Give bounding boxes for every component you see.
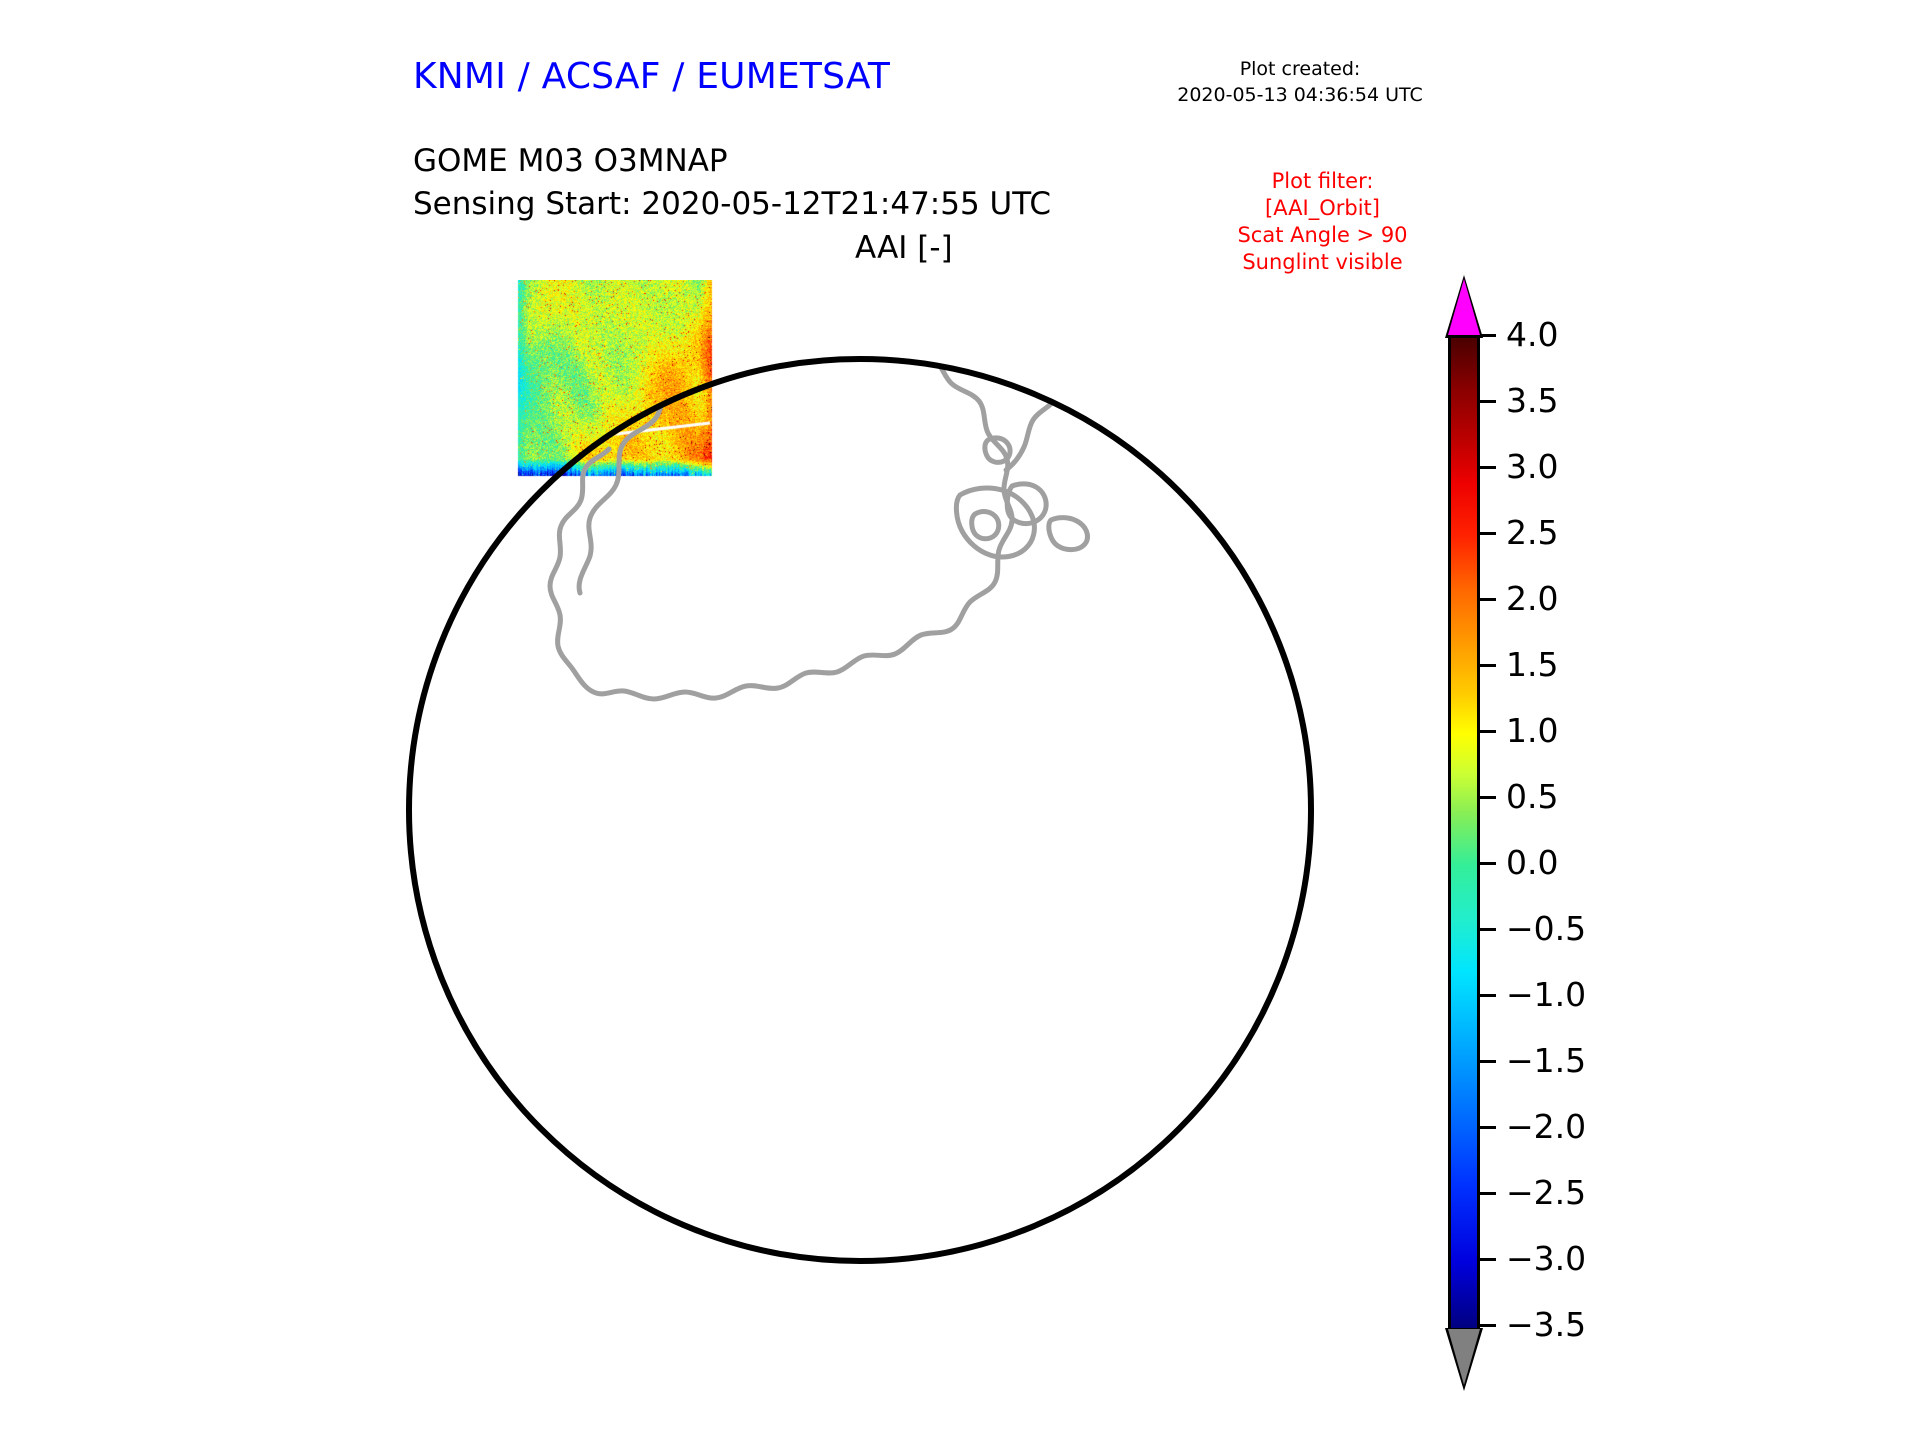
colorbar-tick-label: 0.5 — [1506, 777, 1559, 816]
map-vector-overlay — [406, 280, 1314, 1264]
colorbar-tick-label: 1.5 — [1506, 645, 1559, 684]
plot-filter-line-3: Sunglint visible — [1242, 250, 1403, 274]
colorbar-tick-label: −3.0 — [1506, 1239, 1587, 1278]
colorbar: 4.0 3.5 3.0 2.5 2.0 1.5 1.0 0.5 0.0 −0.5 −1.0 −1.5 −… — [1440, 275, 1770, 1391]
plot-title-block: GOME M03 O3MNAP Sensing Start: 2020-05-1… — [413, 140, 1051, 226]
plot-created-timestamp: 2020-05-13 04:36:54 UTC — [1177, 84, 1423, 106]
instrument-product-line: GOME M03 O3MNAP — [413, 143, 728, 179]
colorbar-tick-label: −2.0 — [1506, 1107, 1587, 1146]
colorbar-tick-label: −1.5 — [1506, 1041, 1587, 1080]
map-plot-area — [400, 280, 1320, 1300]
coastline-island-sa-north — [982, 435, 1013, 465]
coastline-small-island — [450, 507, 477, 533]
colorbar-tick-mark — [1480, 1258, 1496, 1261]
plot-filter-line-2: Scat Angle > 90 — [1237, 223, 1408, 247]
colorbar-gradient-body — [1448, 335, 1480, 1331]
colorbar-tick-mark — [1480, 1126, 1496, 1129]
colorbar-tick-mark — [1480, 862, 1496, 865]
plot-created-label: Plot created: — [1239, 58, 1361, 80]
colorbar-tick-mark — [1480, 334, 1496, 337]
coastline-group — [450, 280, 1093, 702]
colorbar-tick-mark — [1480, 1060, 1496, 1063]
colorbar-tick-label: 0.0 — [1506, 843, 1559, 882]
colorbar-tick-label: 3.5 — [1506, 381, 1559, 420]
colorbar-tick-label: 4.0 — [1506, 315, 1559, 354]
coastline-falkland-islands — [1046, 515, 1090, 553]
coastline-inland-lake — [969, 509, 1002, 542]
plot-created-block: Plot created: 2020-05-13 04:36:54 UTC — [1155, 56, 1445, 108]
aai-swath-raster — [400, 280, 1320, 1300]
sensing-start-line: Sensing Start: 2020-05-12T21:47:55 UTC — [413, 186, 1051, 222]
plot-filter-line-1: [AAI_Orbit] — [1265, 196, 1380, 220]
colorbar-tick-mark — [1480, 466, 1496, 469]
colorbar-tick-mark — [1480, 664, 1496, 667]
coastline-new-zealand — [695, 280, 756, 351]
colorbar-tick-mark — [1480, 928, 1496, 931]
colorbar-tick-mark — [1480, 730, 1496, 733]
colorbar-tick-label: −3.5 — [1506, 1305, 1587, 1344]
plot-filter-block: Plot filter: [AAI_Orbit] Scat Angle > 90… — [1180, 168, 1465, 276]
globe-limb-circle — [406, 356, 1314, 1264]
colorbar-tick-label: 1.0 — [1506, 711, 1559, 750]
colorbar-under-range-arrow — [1448, 1329, 1480, 1385]
colorbar-tick-mark — [1480, 1324, 1496, 1327]
organisation-title: KNMI / ACSAF / EUMETSAT — [413, 56, 891, 97]
colorbar-tick-label: −0.5 — [1506, 909, 1587, 948]
colorbar-tick-mark — [1480, 994, 1496, 997]
colorbar-tick-label: −2.5 — [1506, 1173, 1587, 1212]
colorbar-tick-mark — [1480, 598, 1496, 601]
colorbar-tick-label: −1.0 — [1506, 975, 1587, 1014]
colorbar-tick-mark — [1480, 400, 1496, 403]
coastline-antarctica — [547, 359, 1015, 702]
colorbar-tick-label: 2.0 — [1506, 579, 1559, 618]
colorbar-over-range-arrow — [1448, 279, 1480, 335]
colorbar-tick-mark — [1480, 796, 1496, 799]
colorbar-tick-label: 3.0 — [1506, 447, 1559, 486]
plot-filter-heading: Plot filter: — [1271, 169, 1374, 193]
colorbar-tick-mark — [1480, 532, 1496, 535]
colorbar-tick-mark — [1480, 1192, 1496, 1195]
coastline-island-west — [534, 323, 574, 355]
variable-title: AAI [-] — [855, 230, 953, 266]
coastline-tierra-del-fuego — [1004, 481, 1049, 527]
colorbar-tick-label: 2.5 — [1506, 513, 1559, 552]
coastline-patagonia — [953, 485, 1037, 560]
